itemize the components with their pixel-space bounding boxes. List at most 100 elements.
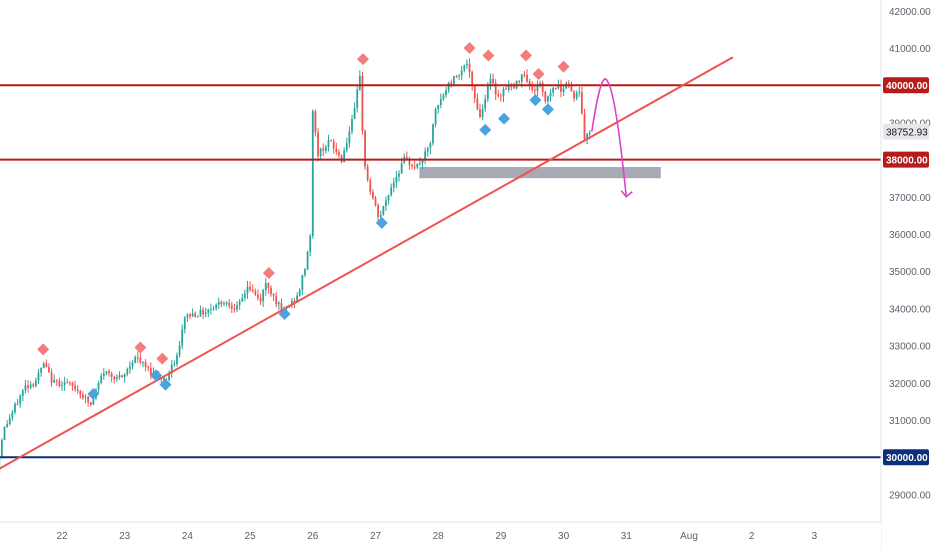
candle-body: [463, 65, 465, 70]
candle-body: [479, 109, 481, 117]
candle-body: [108, 371, 110, 373]
candle-body: [432, 124, 434, 143]
candle-body: [77, 389, 79, 390]
candle-body: [497, 94, 499, 95]
y-tick-label: 36000.00: [889, 230, 931, 241]
candle-body: [333, 141, 335, 149]
y-tick-label: 33000.00: [889, 342, 931, 353]
candle-body: [58, 381, 60, 386]
candle-body: [401, 163, 403, 173]
candle-body: [265, 283, 267, 290]
candle-body: [134, 357, 136, 363]
candle-body: [231, 306, 233, 309]
x-tick-label: 24: [182, 531, 194, 542]
candle-body: [424, 151, 426, 159]
candle-body: [223, 303, 225, 304]
candle-body: [435, 109, 437, 124]
candle-body: [348, 132, 350, 144]
price-level-label: 38000.00: [886, 156, 928, 167]
candle-body: [443, 95, 445, 99]
x-tick-label: 30: [558, 531, 570, 542]
candle-body: [113, 377, 115, 379]
candle-body: [456, 76, 458, 77]
candle-body: [521, 75, 523, 82]
candle-body: [121, 375, 123, 377]
candle-body: [335, 149, 337, 152]
candle-body: [299, 290, 301, 295]
candle-body: [72, 383, 74, 386]
candle-body: [362, 76, 364, 131]
candle-body: [414, 167, 416, 168]
candle-body: [270, 288, 272, 294]
candle-body: [267, 283, 269, 288]
candle-body: [207, 309, 209, 312]
candle-body: [445, 90, 447, 95]
candle-body: [35, 381, 37, 387]
candle-body: [278, 303, 280, 304]
candle-body: [14, 404, 16, 412]
candle-body: [576, 93, 578, 98]
candle-body: [189, 314, 191, 316]
candle-body: [328, 140, 330, 146]
x-tick-label: 29: [495, 531, 507, 542]
candle-body: [48, 367, 50, 372]
candle-body: [194, 314, 196, 317]
candle-body: [346, 143, 348, 150]
candle-body: [437, 105, 439, 109]
candle-body: [500, 96, 502, 97]
candle-body: [393, 183, 395, 188]
candle-body: [61, 385, 63, 386]
x-tick-label: 22: [56, 531, 68, 542]
candle-body: [69, 382, 71, 383]
candle-body: [244, 294, 246, 298]
price-level-label: 30000.00: [886, 453, 928, 464]
candle-body: [555, 88, 557, 89]
candle-body: [226, 303, 228, 304]
candle-body: [129, 366, 131, 369]
candle-body: [273, 294, 275, 296]
x-tick-label: 2: [749, 531, 755, 542]
price-level-label: 40000.00: [886, 81, 928, 92]
candle-body: [22, 390, 24, 396]
candle-body: [534, 90, 536, 91]
candle-body: [254, 291, 256, 294]
candle-body: [87, 397, 89, 402]
candle-body: [66, 382, 68, 383]
candle-body: [518, 81, 520, 82]
candle-body: [309, 236, 311, 252]
candle-body: [252, 290, 254, 291]
candle-body: [301, 275, 303, 290]
x-tick-label: 3: [812, 531, 818, 542]
candle-body: [359, 76, 361, 90]
candle-body: [372, 192, 374, 198]
candle-body: [19, 396, 21, 404]
x-tick-label: Aug: [680, 531, 698, 542]
candle-body: [247, 287, 249, 294]
candle-body: [132, 363, 134, 367]
candle-body: [281, 303, 283, 309]
candle-body: [458, 75, 460, 76]
candle-body: [11, 412, 13, 418]
candle-body: [25, 385, 27, 390]
candle-body: [27, 385, 29, 387]
candle-body: [249, 287, 251, 290]
candle-body: [364, 131, 366, 166]
candle-body: [429, 143, 431, 148]
candle-body: [173, 364, 175, 365]
candle-body: [492, 79, 494, 84]
y-tick-label: 42000.00: [889, 7, 931, 18]
candle-body: [450, 83, 452, 84]
candle-body: [200, 310, 202, 317]
candle-body: [390, 187, 392, 195]
x-tick-label: 26: [307, 531, 319, 542]
candle-body: [38, 373, 40, 381]
candle-body: [471, 72, 473, 85]
candle-body: [213, 308, 215, 309]
candle-body: [111, 373, 113, 377]
x-tick-label: 28: [433, 531, 445, 542]
candle-body: [440, 99, 442, 105]
candle-body: [192, 314, 194, 317]
candle-body: [103, 374, 105, 376]
candle-body: [312, 111, 314, 236]
